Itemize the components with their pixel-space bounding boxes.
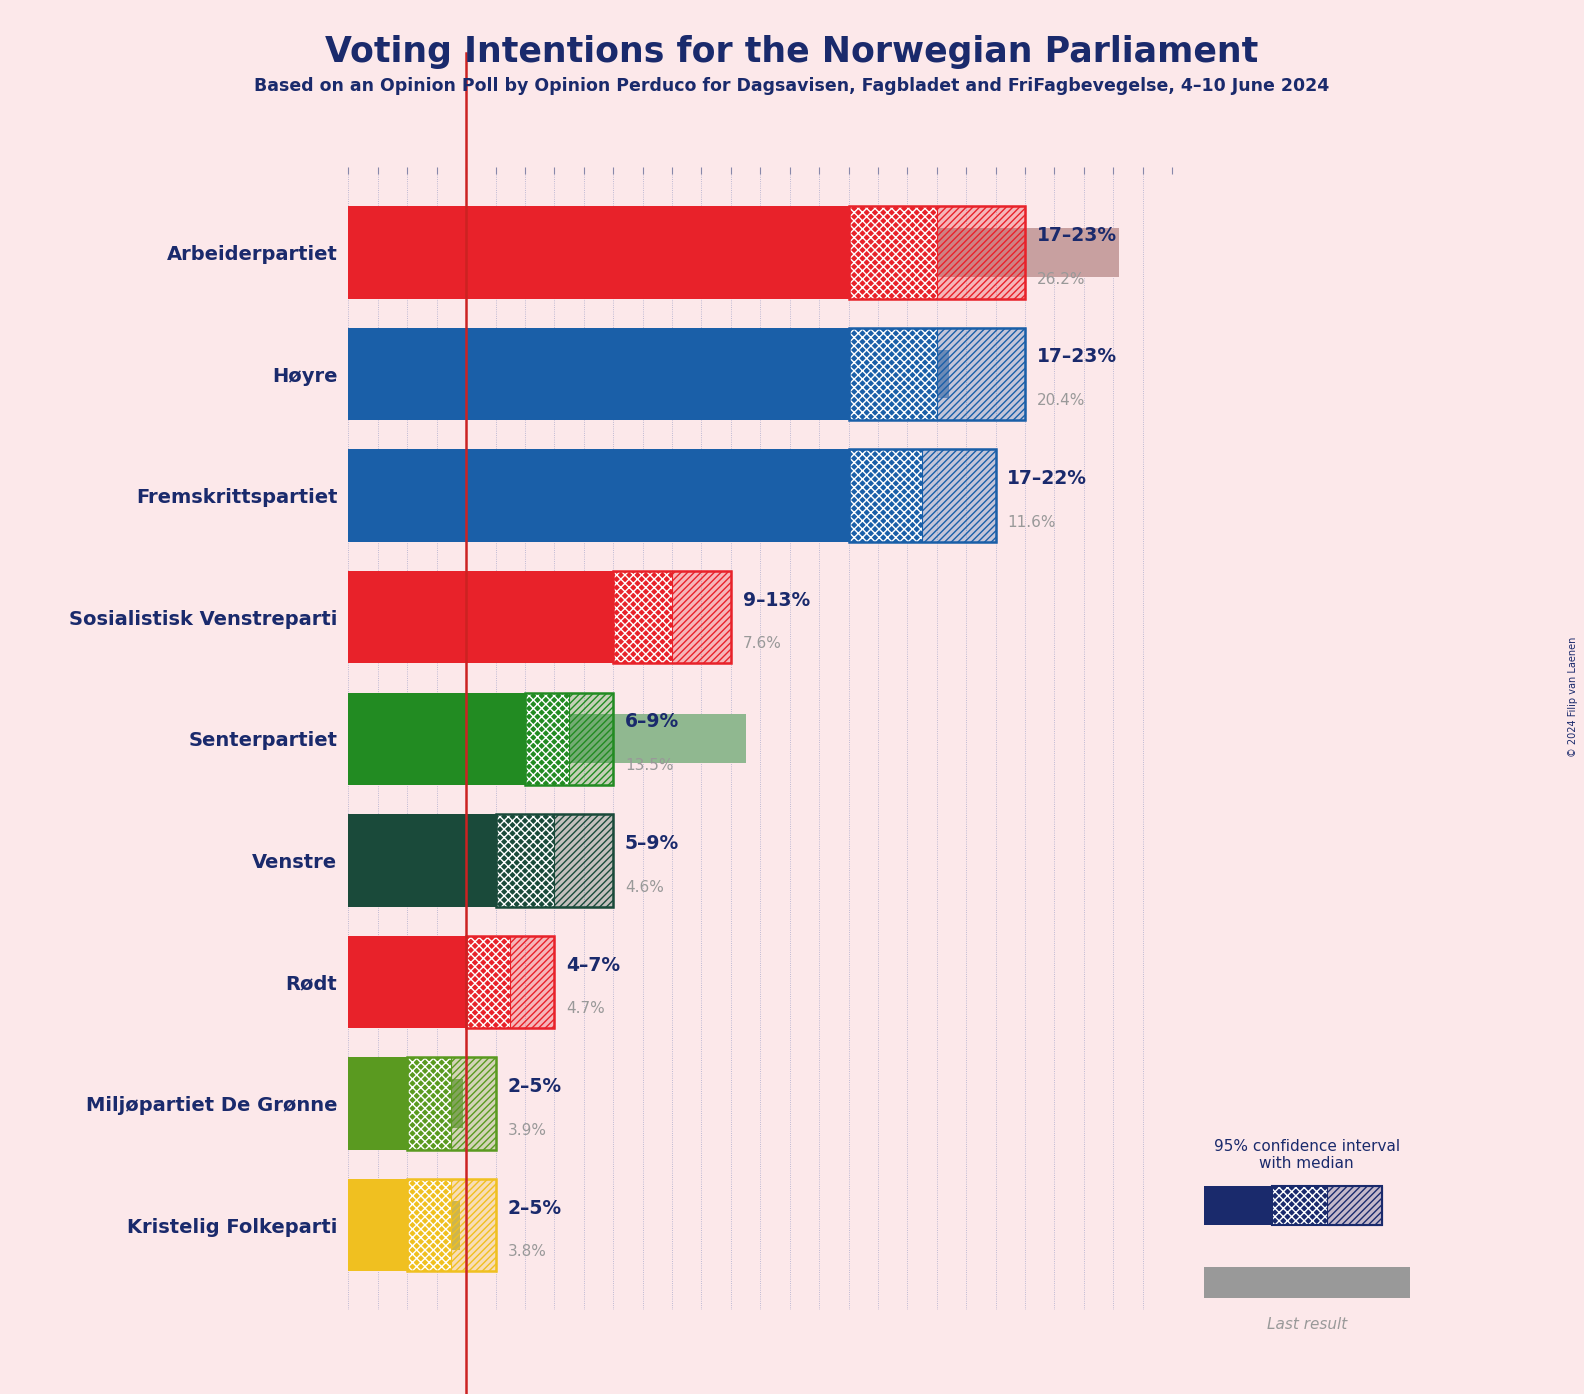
Bar bbox=[348, 1200, 461, 1249]
Text: 17–23%: 17–23% bbox=[1038, 347, 1117, 367]
Text: 20.4%: 20.4% bbox=[1038, 393, 1085, 408]
Bar bbox=[613, 572, 672, 664]
Bar bbox=[348, 229, 1120, 277]
Text: 17–23%: 17–23% bbox=[1038, 226, 1117, 245]
Bar bbox=[496, 814, 554, 906]
Bar bbox=[348, 328, 849, 420]
Bar bbox=[348, 693, 524, 785]
Bar bbox=[936, 206, 1025, 298]
Text: 26.2%: 26.2% bbox=[1038, 272, 1085, 287]
Bar bbox=[849, 449, 996, 542]
Bar bbox=[524, 693, 569, 785]
Text: Voting Intentions for the Norwegian Parliament: Voting Intentions for the Norwegian Parl… bbox=[325, 35, 1259, 68]
Bar bbox=[849, 449, 922, 542]
Bar bbox=[407, 1058, 496, 1150]
Bar bbox=[348, 1079, 463, 1128]
Bar bbox=[936, 328, 1025, 420]
Bar bbox=[524, 693, 613, 785]
Bar bbox=[1204, 1186, 1272, 1225]
Text: Last result: Last result bbox=[1267, 1317, 1346, 1333]
Bar bbox=[849, 206, 936, 298]
Bar bbox=[348, 206, 849, 298]
Text: © 2024 Filip van Laenen: © 2024 Filip van Laenen bbox=[1568, 637, 1578, 757]
Bar bbox=[348, 1058, 407, 1150]
Bar bbox=[1204, 1267, 1410, 1298]
Bar bbox=[1272, 1186, 1327, 1225]
Bar bbox=[849, 328, 1025, 420]
Bar bbox=[922, 449, 996, 542]
Bar bbox=[672, 572, 730, 664]
Bar bbox=[407, 1179, 496, 1271]
Bar bbox=[348, 715, 746, 763]
Bar bbox=[569, 693, 613, 785]
Bar bbox=[672, 572, 730, 664]
Bar bbox=[348, 1179, 407, 1271]
Bar bbox=[348, 814, 496, 906]
Bar bbox=[348, 836, 483, 885]
Text: Based on an Opinion Poll by Opinion Perduco for Dagsavisen, Fagbladet and FriFag: Based on an Opinion Poll by Opinion Perd… bbox=[255, 77, 1329, 95]
Bar bbox=[849, 206, 1025, 298]
Bar bbox=[1327, 1186, 1383, 1225]
Text: 2–5%: 2–5% bbox=[507, 1199, 561, 1218]
Bar bbox=[466, 935, 510, 1029]
Bar bbox=[496, 814, 613, 906]
Text: 3.8%: 3.8% bbox=[507, 1245, 546, 1260]
Text: 17–22%: 17–22% bbox=[1007, 470, 1088, 488]
Bar bbox=[554, 814, 613, 906]
Text: 9–13%: 9–13% bbox=[743, 591, 809, 609]
Text: 95% confidence interval
with median: 95% confidence interval with median bbox=[1213, 1139, 1400, 1171]
Bar bbox=[348, 350, 949, 399]
Bar bbox=[348, 935, 466, 1029]
Bar bbox=[348, 592, 572, 641]
Bar bbox=[451, 1058, 496, 1150]
Text: 4.6%: 4.6% bbox=[626, 880, 664, 895]
Bar bbox=[510, 935, 554, 1029]
Bar bbox=[1327, 1186, 1383, 1225]
Bar bbox=[1272, 1186, 1383, 1225]
Text: 4–7%: 4–7% bbox=[565, 955, 621, 974]
Bar bbox=[407, 1179, 451, 1271]
Bar bbox=[510, 935, 554, 1029]
Text: 13.5%: 13.5% bbox=[626, 758, 673, 774]
Text: 11.6%: 11.6% bbox=[1007, 514, 1057, 530]
Bar bbox=[451, 1179, 496, 1271]
Text: 7.6%: 7.6% bbox=[743, 637, 781, 651]
Bar bbox=[348, 471, 689, 520]
Text: 3.9%: 3.9% bbox=[507, 1124, 546, 1138]
Text: 2–5%: 2–5% bbox=[507, 1078, 561, 1096]
Bar bbox=[451, 1179, 496, 1271]
Bar bbox=[348, 958, 486, 1006]
Bar bbox=[613, 572, 730, 664]
Bar bbox=[466, 935, 554, 1029]
Bar bbox=[936, 206, 1025, 298]
Text: 6–9%: 6–9% bbox=[626, 712, 680, 732]
Bar bbox=[451, 1058, 496, 1150]
Bar bbox=[936, 328, 1025, 420]
Bar bbox=[569, 693, 613, 785]
Text: 5–9%: 5–9% bbox=[626, 834, 680, 853]
Bar bbox=[407, 1058, 451, 1150]
Bar bbox=[348, 449, 849, 542]
Bar bbox=[554, 814, 613, 906]
Bar bbox=[348, 572, 613, 664]
Bar bbox=[922, 449, 996, 542]
Bar bbox=[849, 328, 936, 420]
Text: 4.7%: 4.7% bbox=[565, 1001, 605, 1016]
